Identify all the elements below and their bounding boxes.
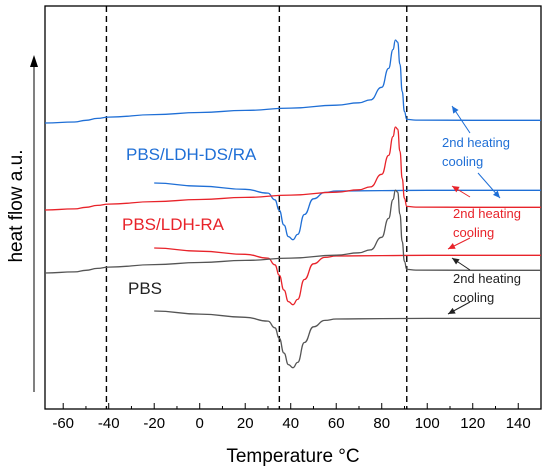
x-tick-label: 120 xyxy=(460,415,485,432)
annotation-heating-2: 2nd heating xyxy=(453,206,521,221)
curves xyxy=(44,39,541,369)
annotation-heating-1: 2nd heating xyxy=(442,135,510,150)
x-tick-label: -40 xyxy=(98,415,120,432)
x-tick-label: 140 xyxy=(506,415,531,432)
y-arrow-head xyxy=(30,55,38,67)
x-tick-label: 0 xyxy=(196,415,204,432)
curve-pbs-2nd-heating xyxy=(44,189,541,274)
x-axis-label: Temperature °C xyxy=(226,446,359,467)
sample-label-pbs-ldh-ra: PBS/LDH-RA xyxy=(122,215,225,234)
curve-pbs-cooling xyxy=(154,310,541,369)
curve-pbs-ldh-ra-cooling xyxy=(154,247,541,306)
annotation-arrow-head xyxy=(452,106,459,114)
curve-pbs-ldh-ra-2nd-heating xyxy=(44,126,541,211)
annotation-arrow-head xyxy=(448,243,456,249)
annotation-cooling-3: cooling xyxy=(453,290,494,305)
sample-label-pbs-ldh-ds-ra: PBS/LDH-DS/RA xyxy=(126,145,257,164)
curve-pbs-ldh-ds-ra-2nd-heating xyxy=(44,39,541,124)
x-axis-ticks: -60 -40 -20 0 20 40 60 80 100 120 140 xyxy=(52,403,542,432)
y-axis-arrow xyxy=(30,55,38,392)
annotation-arrow-head xyxy=(452,186,460,193)
annotation-cooling-1: cooling xyxy=(442,154,483,169)
y-axis-label: heat flow a.u. xyxy=(6,149,27,262)
curve-pbs-ldh-ds-ra-cooling xyxy=(154,182,541,241)
sample-label-pbs: PBS xyxy=(128,279,162,298)
x-tick-label: 40 xyxy=(282,415,299,432)
annotation-cooling-2: cooling xyxy=(453,225,494,240)
x-tick-label: 80 xyxy=(373,415,390,432)
annotation-arrow-head xyxy=(452,258,460,265)
x-tick-label: -60 xyxy=(52,415,74,432)
reference-lines xyxy=(105,6,408,409)
x-tick-label: 100 xyxy=(415,415,440,432)
x-tick-label: 60 xyxy=(328,415,345,432)
x-tick-label: -20 xyxy=(143,415,165,432)
annotation-arrows xyxy=(447,105,501,315)
annotation-arrow-head xyxy=(492,190,500,198)
annotation-heating-3: 2nd heating xyxy=(453,271,521,286)
annotation-arrow-head xyxy=(448,307,456,314)
x-tick-label: 20 xyxy=(237,415,254,432)
